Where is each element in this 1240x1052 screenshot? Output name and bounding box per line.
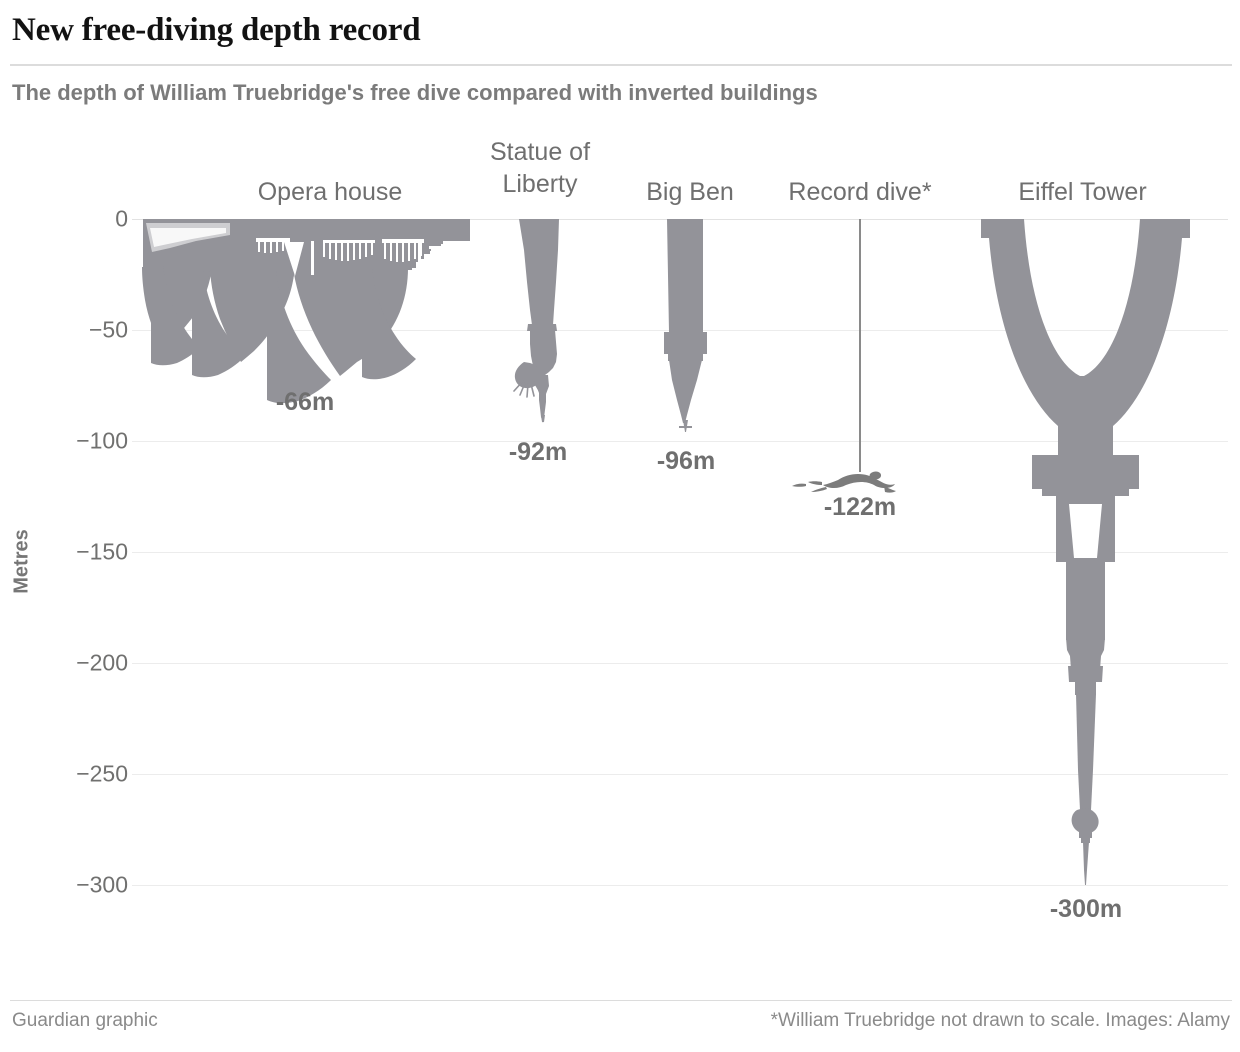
gridline-300 xyxy=(132,885,1228,886)
footer-source-note: *William Truebridge not drawn to scale. … xyxy=(770,1010,1230,1031)
y-tick-50: −50 xyxy=(88,316,128,343)
category-label-opera-house: Opera house xyxy=(257,178,403,206)
page-subtitle: The depth of William Truebridge's free d… xyxy=(12,80,818,105)
shape-statue-of-liberty xyxy=(513,219,559,423)
freediver-icon xyxy=(792,471,896,493)
value-label-opera-house: -66m xyxy=(275,388,335,416)
chart-area: Metres 0 −50 −100 −150 −200 −250 −300 Op… xyxy=(0,110,1240,990)
y-tick-300: −300 xyxy=(76,871,128,898)
y-tick-150: −150 xyxy=(76,538,128,565)
y-tick-100: −100 xyxy=(76,427,128,454)
category-label-eiffel-tower: Eiffel Tower xyxy=(1018,178,1147,206)
page-title: New free-diving depth record xyxy=(12,12,421,48)
value-label-statue-of-liberty: -92m xyxy=(508,438,568,466)
y-tick-250: −250 xyxy=(76,760,128,787)
shape-record-dive xyxy=(792,219,896,493)
gridline-100 xyxy=(132,441,1228,442)
y-tick-0: 0 xyxy=(115,205,128,232)
category-label-statue-of-liberty-line2: Liberty xyxy=(502,170,578,198)
title-divider xyxy=(10,64,1232,66)
shape-opera-house xyxy=(142,219,470,404)
category-label-big-ben: Big Ben xyxy=(646,178,734,206)
category-label-record-dive: Record dive* xyxy=(788,178,932,206)
value-label-big-ben: -96m xyxy=(656,447,716,475)
gridline-200 xyxy=(132,663,1228,664)
footer-credit: Guardian graphic xyxy=(12,1010,158,1031)
shape-eiffel-tower xyxy=(981,219,1190,885)
gridline-150 xyxy=(132,552,1228,553)
value-label-record-dive: -122m xyxy=(823,493,897,521)
gridline-250 xyxy=(132,774,1228,775)
silhouette-layer xyxy=(142,219,1190,885)
footer-divider xyxy=(10,1000,1232,1001)
value-label-eiffel-tower: -300m xyxy=(1049,895,1123,923)
shape-big-ben xyxy=(664,219,707,432)
category-label-statue-of-liberty-line1: Statue of xyxy=(489,138,591,166)
y-tick-200: −200 xyxy=(76,649,128,676)
